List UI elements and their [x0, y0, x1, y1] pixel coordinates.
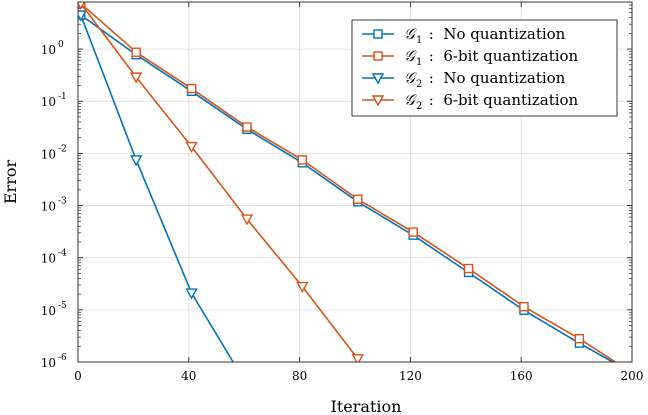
y-tick-label: 10: [41, 147, 56, 161]
legend-subscript: 2: [416, 101, 422, 112]
data-point: [297, 155, 308, 165]
y-tick-exponent: -3: [58, 197, 67, 207]
legend-label: : No quantization: [424, 25, 566, 43]
legend-symbol: 𝒢: [404, 47, 417, 65]
legend-symbol: 𝒢: [404, 91, 417, 109]
data-point: [351, 354, 364, 362]
legend-subscript: 1: [416, 35, 422, 46]
y-tick-exponent: -6: [58, 353, 67, 363]
x-tick-label: 40: [181, 369, 196, 383]
data-point: [129, 72, 143, 84]
series-3: [78, 10, 234, 362]
data-point: [240, 214, 254, 226]
data-point: [186, 83, 197, 94]
y-tick-label: 10: [41, 304, 56, 318]
data-point: [574, 333, 585, 344]
y-tick-label: 10: [41, 252, 56, 266]
y-tick-exponent: -5: [58, 301, 67, 311]
data-point: [242, 122, 252, 132]
data-point: [296, 281, 309, 293]
y-tick-exponent: 0: [58, 40, 64, 50]
legend-label: : 6-bit quantization: [424, 47, 579, 65]
series-group: [78, 2, 616, 362]
x-tick-label: 80: [292, 369, 307, 383]
data-point: [463, 263, 474, 274]
y-tick-label: 10: [41, 43, 56, 57]
x-tick-label: 0: [74, 369, 82, 383]
x-tick-label: 200: [621, 369, 644, 383]
y-axis-title: Error: [1, 160, 20, 205]
data-point: [519, 301, 529, 312]
legend-marker: [371, 73, 385, 85]
legend-subscript: 2: [416, 79, 422, 90]
data-point: [353, 194, 363, 204]
y-tick-exponent: -4: [58, 249, 67, 259]
x-tick-label: 160: [510, 369, 533, 383]
series-line: [80, 14, 234, 362]
legend-symbol: 𝒢: [404, 69, 417, 87]
legend-marker: [373, 51, 383, 61]
legend-marker: [371, 95, 385, 107]
data-point: [131, 47, 141, 57]
y-tick-label: 10: [41, 200, 56, 214]
y-tick-label: 10: [41, 95, 56, 109]
series-2: [78, 2, 616, 362]
y-tick-exponent: -1: [58, 92, 67, 102]
data-point: [185, 141, 198, 154]
x-axis-title: Iteration: [331, 397, 402, 415]
series-line: [80, 2, 359, 360]
y-tick-label: 10: [41, 356, 56, 370]
legend-symbol: 𝒢: [404, 25, 417, 43]
plot-frame: [77, 1, 633, 363]
legend-marker: [373, 29, 383, 39]
legend-box: [351, 19, 618, 117]
y-tick-exponent: -2: [58, 144, 67, 154]
series-4: [78, 2, 364, 362]
x-tick-labels: 0 40 80 120 160 200: [74, 369, 643, 383]
x-tick-label: 120: [399, 369, 422, 383]
legend-label: : 6-bit quantization: [424, 91, 579, 109]
legend-label: : No quantization: [424, 69, 566, 87]
data-point: [129, 155, 143, 167]
data-point: [185, 288, 198, 300]
legend-subscript: 1: [416, 57, 422, 68]
data-point: [408, 227, 418, 237]
